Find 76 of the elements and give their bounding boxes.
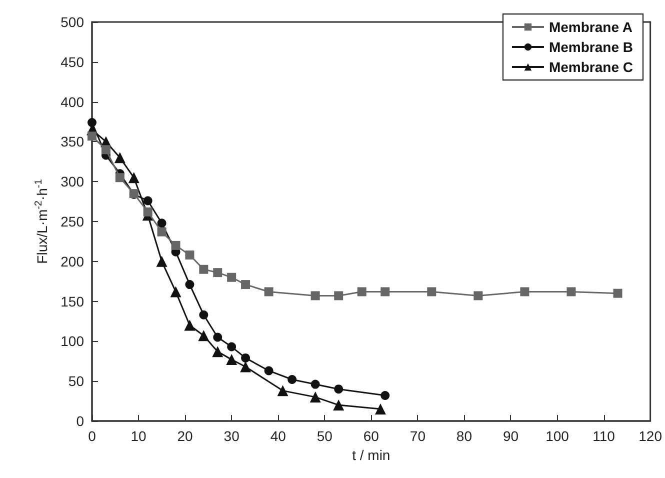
- point: [310, 380, 320, 389]
- point: [427, 287, 436, 296]
- y-tick-label: 300: [60, 174, 84, 190]
- y-axis-title: Flux/L·m-2·h-1: [34, 178, 50, 264]
- x-tick-label: 120: [638, 428, 662, 444]
- point: [101, 145, 110, 154]
- y-tick-label: 500: [60, 14, 84, 30]
- point: [156, 256, 168, 267]
- point: [213, 268, 222, 278]
- point: [170, 286, 182, 298]
- x-tick-label: 60: [363, 428, 380, 444]
- point: [157, 227, 166, 236]
- point: [143, 207, 152, 216]
- point: [264, 366, 274, 376]
- x-tick-label: 10: [130, 428, 147, 444]
- y-tick-label: 400: [60, 94, 84, 110]
- y-tick-label: 50: [68, 373, 84, 390]
- point: [374, 404, 386, 415]
- point: [212, 346, 224, 358]
- y-tick-label: 150: [60, 293, 84, 310]
- point: [380, 390, 390, 400]
- x-tick-label: 110: [592, 428, 616, 444]
- point: [241, 353, 250, 362]
- point: [520, 287, 530, 296]
- y-tick-label: 200: [60, 253, 84, 270]
- point: [613, 288, 622, 298]
- point: [171, 240, 180, 250]
- y-tick-label: 100: [60, 333, 84, 350]
- point: [198, 330, 210, 342]
- point: [264, 287, 274, 296]
- x-tick-label: 70: [410, 428, 426, 444]
- legend-label: Membrane C: [548, 59, 634, 75]
- point: [128, 172, 140, 184]
- y-tick-label: 250: [60, 214, 84, 230]
- point: [241, 280, 250, 290]
- point: [310, 291, 320, 300]
- point: [226, 354, 238, 366]
- x-tick-label: 50: [316, 428, 333, 444]
- point: [115, 173, 124, 182]
- legend-label: Membrane A: [548, 19, 632, 35]
- point: [184, 320, 196, 331]
- point: [474, 291, 483, 300]
- point: [114, 152, 126, 164]
- x-tick-label: 40: [270, 428, 286, 444]
- x-axis-title: t / min: [352, 446, 390, 463]
- x-tick-label: 20: [177, 428, 194, 444]
- point: [277, 385, 288, 396]
- point: [334, 291, 344, 300]
- x-tick-label: 80: [456, 428, 472, 444]
- point: [157, 218, 166, 228]
- point: [566, 287, 576, 296]
- x-tick-label: 90: [502, 428, 519, 444]
- point: [227, 342, 236, 352]
- point: [185, 280, 194, 290]
- point: [199, 264, 208, 274]
- y-tick-label: 0: [76, 413, 84, 429]
- point: [143, 196, 152, 206]
- point: [334, 384, 344, 394]
- y-tick-label: 350: [60, 134, 84, 150]
- point: [240, 361, 252, 372]
- point: [88, 132, 96, 141]
- point: [357, 287, 366, 296]
- point: [88, 118, 96, 128]
- x-tick-label: 0: [88, 428, 96, 444]
- y-tick-label: 450: [60, 54, 84, 70]
- point: [227, 272, 236, 282]
- point: [199, 310, 208, 320]
- legend-label: Membrane B: [548, 39, 634, 55]
- point: [310, 392, 321, 403]
- point: [333, 400, 344, 411]
- x-tick-label: 30: [224, 428, 240, 444]
- point: [213, 332, 222, 342]
- x-tick-label: 100: [546, 428, 570, 444]
- point: [380, 287, 390, 296]
- point: [185, 250, 194, 260]
- point: [288, 375, 297, 384]
